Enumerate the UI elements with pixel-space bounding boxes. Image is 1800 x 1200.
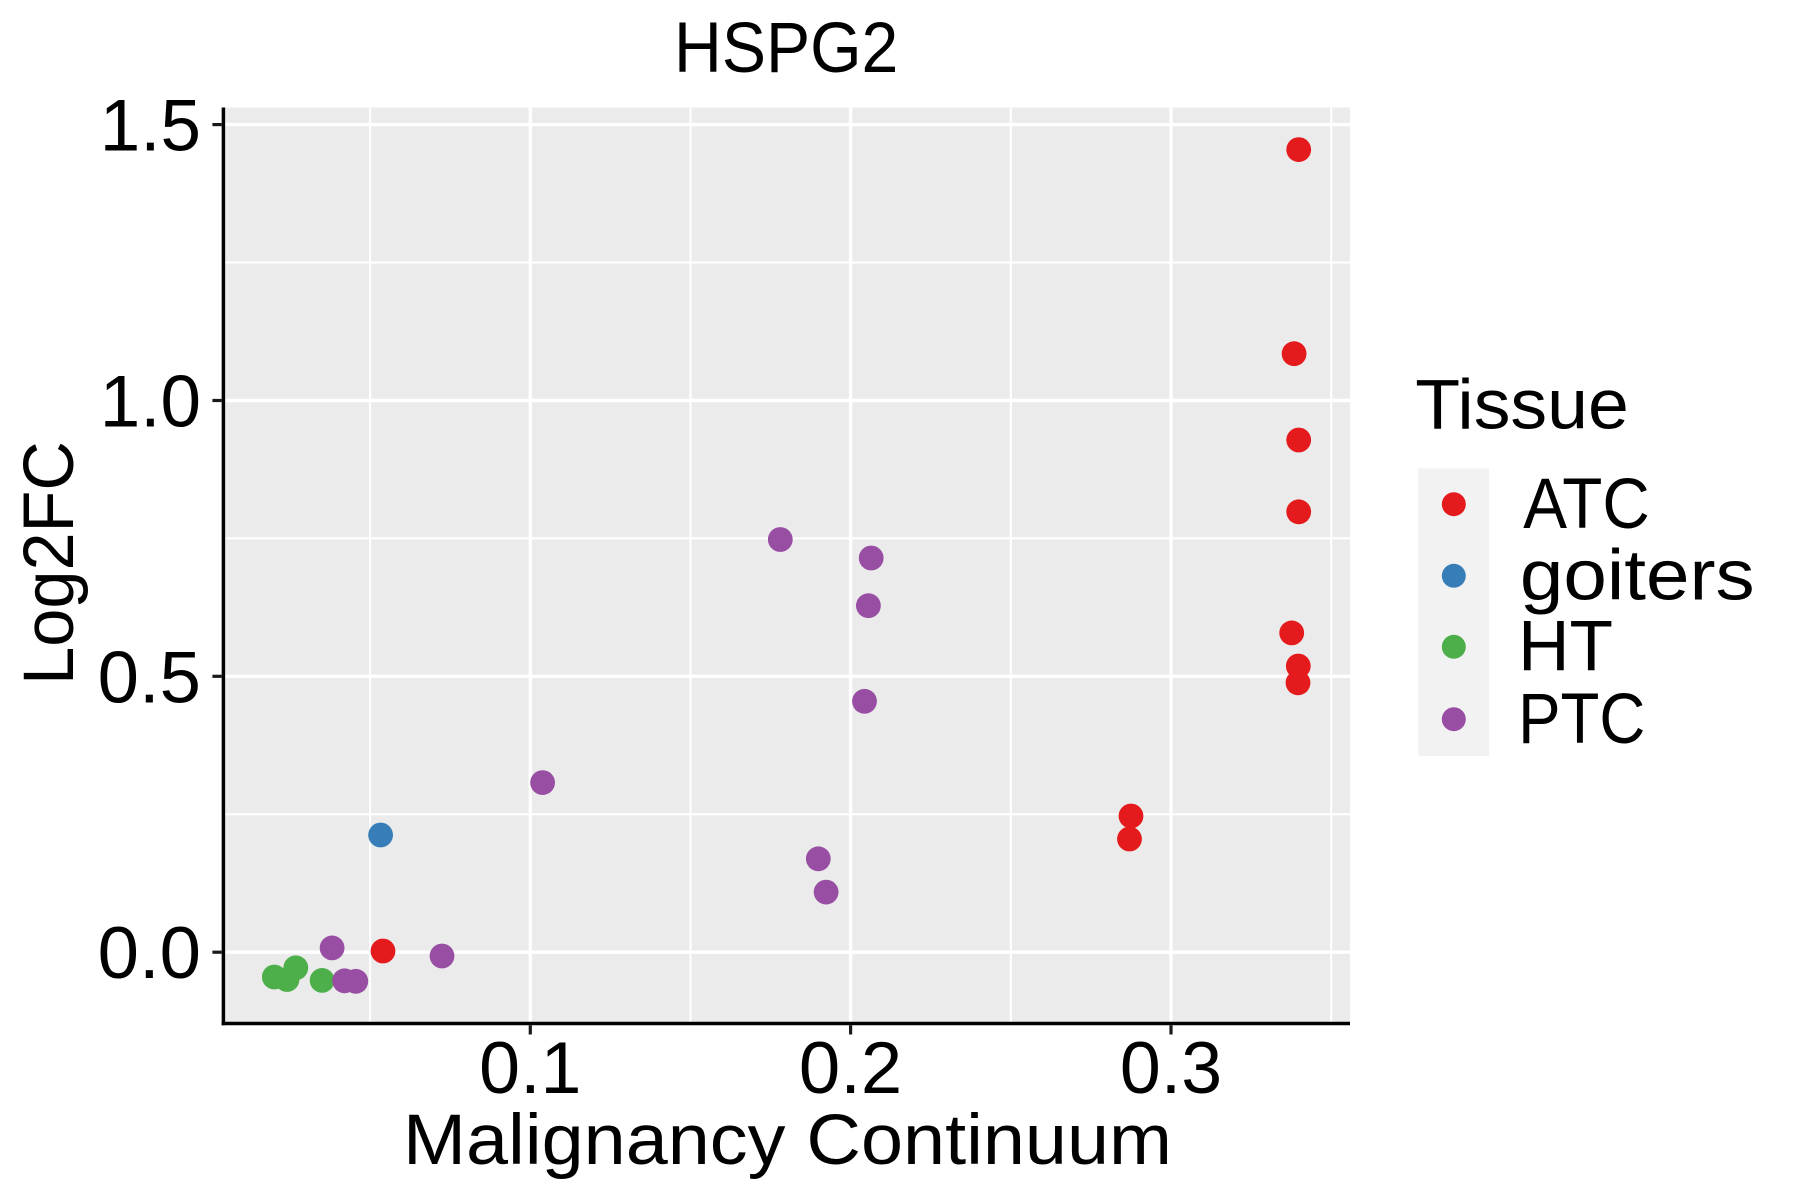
svg-text:1.5: 1.5 xyxy=(100,84,201,167)
svg-text:1.0: 1.0 xyxy=(100,360,201,443)
svg-text:ATC: ATC xyxy=(1523,464,1650,544)
svg-text:HT: HT xyxy=(1518,607,1613,687)
svg-text:HSPG2: HSPG2 xyxy=(674,8,898,88)
svg-text:Malignancy Continuum: Malignancy Continuum xyxy=(403,1100,1172,1180)
svg-text:goiters: goiters xyxy=(1520,536,1755,616)
svg-text:0.3: 0.3 xyxy=(1120,1026,1222,1109)
svg-text:PTC: PTC xyxy=(1518,679,1645,759)
svg-text:0.1: 0.1 xyxy=(479,1026,581,1109)
svg-text:Log2FC: Log2FC xyxy=(9,441,89,685)
svg-text:0.5: 0.5 xyxy=(98,635,201,718)
svg-text:0.0: 0.0 xyxy=(98,911,201,994)
svg-text:Tissue: Tissue xyxy=(1415,365,1629,444)
svg-text:0.2: 0.2 xyxy=(799,1026,902,1109)
